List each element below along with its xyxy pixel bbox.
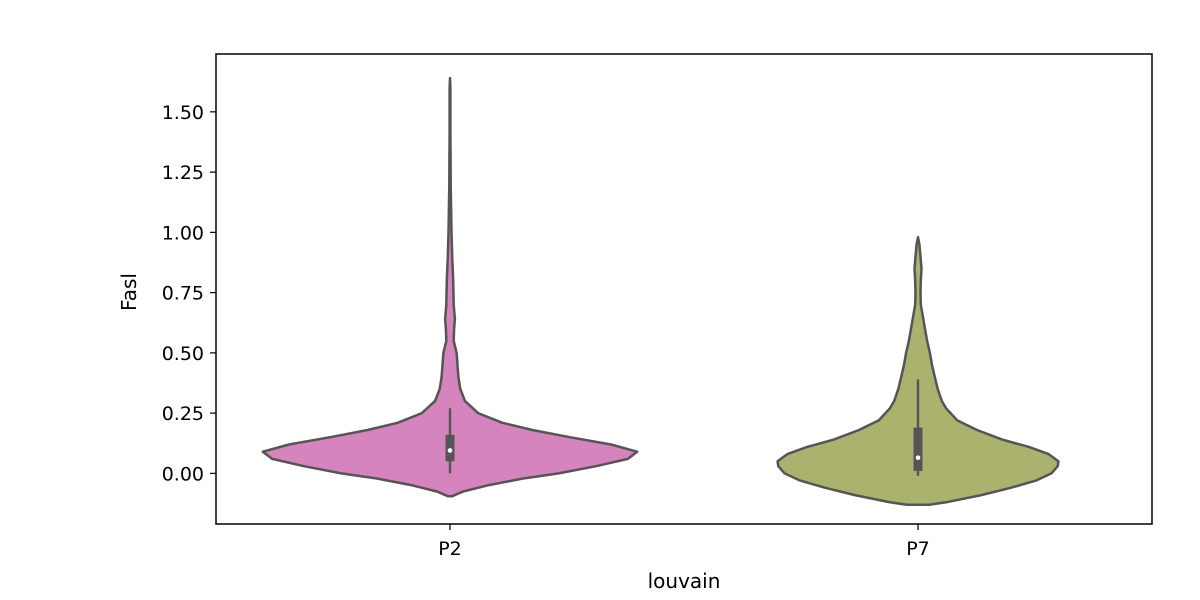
y-tick-label: 0.00 xyxy=(162,463,204,485)
y-axis: 0.00 0.25 0.50 0.75 1.00 1.25 1.50 xyxy=(162,102,216,485)
x-axis-label: louvain xyxy=(648,569,721,593)
y-tick-label: 1.00 xyxy=(162,222,204,244)
iqr-box xyxy=(913,427,923,471)
y-tick-label: 0.50 xyxy=(162,343,204,365)
y-axis-label: Fasl xyxy=(117,273,141,311)
x-tick-label: P2 xyxy=(438,538,462,560)
violin-P7 xyxy=(776,235,1060,506)
y-tick-label: 1.25 xyxy=(162,162,204,184)
violin-body xyxy=(776,235,1060,506)
x-axis: P2 P7 xyxy=(438,524,930,560)
iqr-box xyxy=(445,434,455,462)
plot-frame xyxy=(215,53,1153,525)
y-tick-label: 1.50 xyxy=(162,102,204,124)
violin-body xyxy=(261,76,639,498)
y-tick-label: 0.75 xyxy=(162,283,204,305)
plot-area xyxy=(261,76,1060,506)
median-point xyxy=(447,448,453,453)
x-tick-label: P7 xyxy=(906,538,930,560)
y-tick-label: 0.25 xyxy=(162,403,204,425)
median-point xyxy=(915,455,921,461)
violin-P2 xyxy=(261,76,639,498)
